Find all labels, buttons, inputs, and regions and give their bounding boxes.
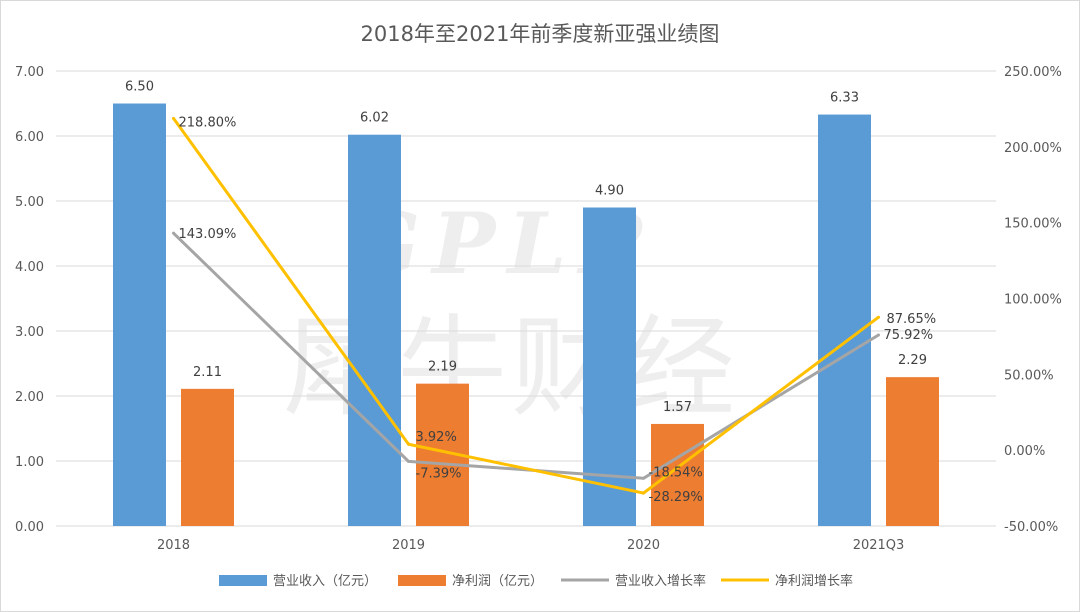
right-tick-label: 50.00% (1004, 368, 1054, 383)
line-point (642, 476, 645, 480)
line-point (172, 116, 175, 120)
bar-data-label: 1.57 (663, 400, 692, 415)
right-tick-label: 200.00% (1004, 141, 1062, 156)
left-tick-label: 2.00 (15, 390, 44, 405)
legend-label: 营业收入增长率 (615, 573, 706, 589)
line-data-label: -7.39% (416, 466, 462, 481)
bar-net-profit (886, 377, 939, 526)
bar-data-label: 2.11 (193, 365, 222, 380)
line-data-label: -18.54% (649, 465, 703, 480)
right-axis: -50.00% 0.00% 50.00% 100.00% 150.00% 200.00% 2… (1004, 65, 1062, 535)
legend-label: 净利润（亿元） (452, 574, 543, 589)
left-tick-label: 0.00 (15, 520, 44, 535)
bar-data-label: 6.50 (125, 80, 154, 95)
legend-swatch (219, 575, 267, 586)
left-tick-label: 1.00 (15, 455, 44, 470)
right-tick-label: 0.00% (1004, 444, 1045, 459)
bar-data-label: 6.33 (830, 91, 859, 106)
bar-revenue (113, 103, 166, 526)
left-tick-label: 5.00 (15, 195, 44, 210)
x-tick-label: 2021Q3 (853, 538, 905, 553)
bar-revenue (583, 207, 636, 526)
line-point (877, 333, 880, 337)
line-point (877, 315, 880, 319)
x-tick-label: 2019 (392, 538, 425, 553)
right-tick-label: -50.00% (1004, 520, 1058, 535)
x-axis: 2018 2019 2020 2021Q3 (157, 538, 904, 553)
legend-swatch (398, 575, 446, 586)
bar-revenue (818, 114, 871, 527)
bar-revenue (348, 134, 401, 526)
bar-net-profit (181, 388, 234, 526)
right-tick-label: 250.00% (1004, 65, 1062, 80)
line-point (407, 459, 410, 463)
line-point (172, 231, 175, 235)
chart-title: 2018年至2021年前季度新亚强业绩图 (361, 22, 720, 46)
left-tick-label: 7.00 (15, 65, 44, 80)
legend-label: 净利润增长率 (775, 573, 853, 589)
line-data-label: 87.65% (887, 312, 937, 327)
data-labels: 6.50 6.02 4.90 6.33 2.11 2.19 1.57 2.29 143.09% -… (125, 80, 936, 506)
left-tick-label: 6.00 (15, 130, 44, 145)
left-tick-label: 4.00 (15, 260, 44, 275)
line-data-label: 218.80% (179, 115, 237, 130)
line-data-label: 143.09% (179, 227, 237, 242)
line-series (172, 116, 880, 495)
x-tick-label: 2020 (627, 538, 660, 553)
line-data-label: 75.92% (884, 328, 934, 343)
bar-data-label: 2.29 (898, 353, 927, 368)
bar-data-label: 2.19 (428, 360, 457, 375)
bar-data-label: 4.90 (595, 184, 624, 199)
bar-series (113, 103, 939, 527)
line-data-label: -28.29% (649, 490, 703, 505)
right-tick-label: 100.00% (1004, 293, 1062, 308)
legend-label: 营业收入（亿元） (273, 574, 377, 589)
left-tick-label: 3.00 (15, 325, 44, 340)
right-tick-label: 150.00% (1004, 217, 1062, 232)
legend: 营业收入（亿元） 净利润（亿元） 营业收入增长率 净利润增长率 (219, 573, 853, 589)
line-point (407, 442, 410, 446)
x-tick-label: 2018 (157, 538, 190, 553)
bar-net-profit (651, 423, 704, 526)
line-profit-growth (172, 117, 880, 495)
bar-data-label: 6.02 (360, 111, 389, 126)
line-data-label: 3.92% (416, 430, 457, 445)
left-axis: 0.00 1.00 2.00 3.00 4.00 5.00 6.00 7.00 (15, 65, 44, 535)
line-point (642, 491, 645, 495)
